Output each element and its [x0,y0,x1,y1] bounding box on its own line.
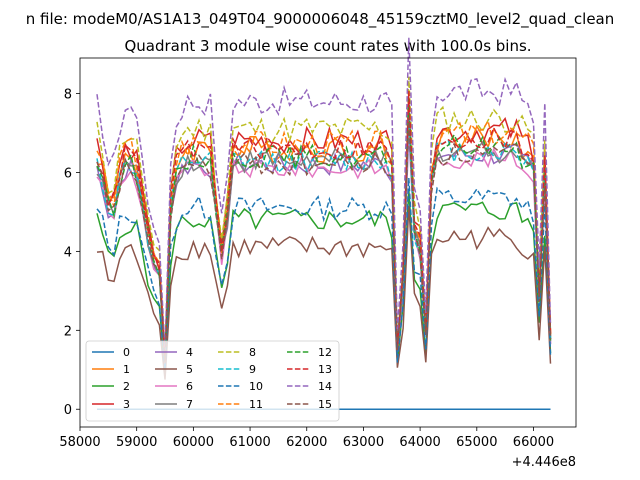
legend-label-7: 7 [186,398,193,411]
legend-label-0: 0 [123,346,130,359]
y-tick-label: 8 [64,88,72,103]
y-tick-label: 4 [64,245,72,260]
legend-label-5: 5 [186,363,193,376]
legend-label-9: 9 [249,363,256,376]
legend-label-1: 1 [123,363,130,376]
series-line-14 [96,37,552,352]
series-line-1 [96,101,552,358]
x-tick-label: 62000 [286,435,327,450]
legend-label-2: 2 [123,380,130,393]
y-tick-label: 6 [64,166,72,181]
legend-label-6: 6 [186,380,193,393]
series-line-3 [96,101,552,356]
x-tick-label: 58000 [59,435,100,450]
x-tick-label: 59000 [116,435,157,450]
legend-label-13: 13 [318,363,332,376]
x-tick-label: 64000 [399,435,440,450]
y-tick-label: 0 [64,403,72,418]
y-axis: 0 2 4 6 8 [64,88,80,418]
legend-label-8: 8 [249,346,256,359]
series-line-5 [96,205,552,380]
x-tick-label: 60000 [173,435,214,450]
series-line-11 [96,108,552,357]
x-axis: 58000 59000 60000 61000 62000 63000 64000 65000… [59,427,554,450]
x-offset-label: +4.446e8 [512,455,576,470]
legend-label-11: 11 [249,398,263,411]
chart-title: Quadrant 3 module wise count rates with … [124,37,531,55]
legend-label-12: 12 [318,346,332,359]
series-line-9 [96,117,552,361]
figure-suptitle: n file: modeM0/AS1A13_049T04_9000006048_… [26,10,615,29]
axes-frame [79,57,577,428]
legend-label-3: 3 [123,398,130,411]
series-line-15 [96,117,552,364]
x-tick-label: 65000 [456,435,497,450]
legend-label-4: 4 [186,346,193,359]
plot-area [96,37,552,410]
x-tick-label: 63000 [343,435,384,450]
y-tick-label: 2 [64,324,72,339]
legend-box [85,340,340,422]
legend-label-15: 15 [318,398,332,411]
legend-label-14: 14 [318,380,332,393]
series-line-2 [96,189,552,372]
series-line-13 [96,91,552,362]
series-line-10 [96,177,552,370]
legend-label-10: 10 [249,380,263,393]
x-tick-label: 61000 [229,435,270,450]
series-line-8 [96,76,552,356]
x-tick-label: 66000 [513,435,554,450]
